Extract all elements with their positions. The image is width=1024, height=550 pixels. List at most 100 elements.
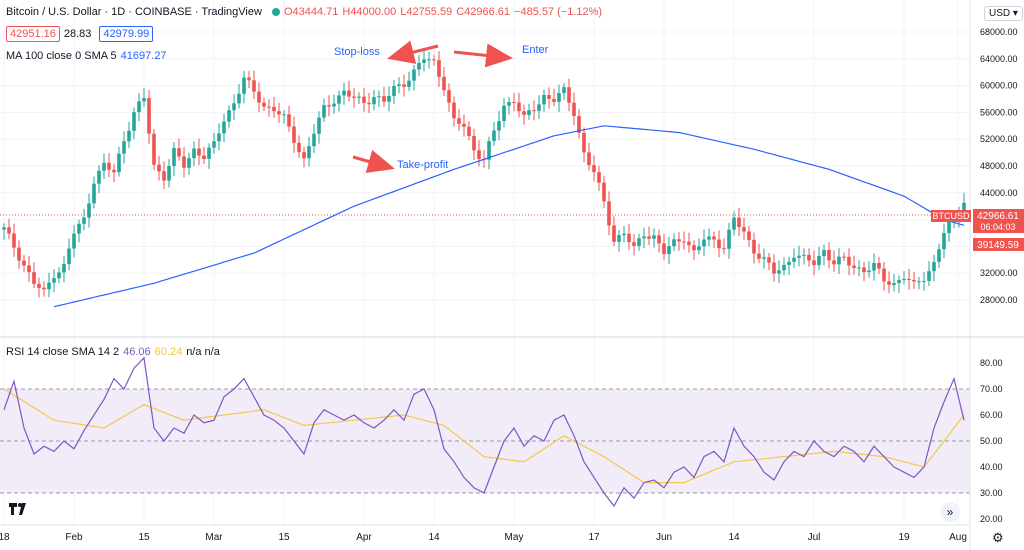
price-tick-label: 44000.00 (980, 188, 1018, 198)
time-tick-label: 18 (0, 532, 10, 543)
candle-body (617, 235, 621, 242)
candle-body (22, 260, 26, 266)
candle-body (637, 238, 641, 246)
candle-body (922, 280, 926, 282)
currency-select[interactable]: USD ▾ (984, 6, 1023, 21)
candle-body (47, 282, 51, 290)
candle-body (27, 265, 31, 273)
candle-body (382, 96, 386, 102)
legend-row-2: 42951.16 28.83 42979.99 (6, 26, 157, 42)
candle-body (312, 133, 316, 147)
candle-body (942, 233, 946, 250)
candle-body (762, 257, 766, 259)
candle-body (217, 133, 221, 142)
time-tick-label: 19 (898, 532, 910, 543)
symbol-title[interactable]: Bitcoin / U.S. Dollar · 1D · COINBASE · … (6, 6, 262, 18)
bid-box[interactable]: 42951.16 (6, 26, 60, 42)
candle-body (207, 147, 211, 159)
time-tick-label: Jun (656, 532, 672, 543)
candle-body (677, 239, 681, 242)
candle-body (622, 233, 626, 236)
candle-body (747, 231, 751, 240)
take-profit-arrow (352, 149, 395, 174)
candle-body (242, 77, 246, 94)
candle-body (372, 97, 376, 105)
candle-body (872, 262, 876, 271)
candle-body (912, 280, 916, 282)
ohlc-change: −485.57 (−1.12%) (514, 6, 603, 18)
price-tag-value: 42966.61 (977, 211, 1019, 222)
candle-body (752, 239, 756, 254)
candle-body (947, 221, 951, 234)
candle-body (467, 126, 471, 136)
time-tick-label: 15 (278, 532, 290, 543)
candle-body (697, 246, 701, 251)
candle-body (802, 254, 806, 256)
candle-body (2, 227, 6, 230)
candle-body (137, 101, 141, 113)
candle-body (122, 141, 126, 154)
candle-body (72, 233, 76, 249)
candle-body (417, 62, 421, 70)
candle-body (722, 248, 726, 250)
rsi-value: 46.06 (123, 346, 151, 358)
candle-body (552, 98, 556, 102)
scroll-right-icon[interactable]: » (940, 502, 960, 522)
time-tick-label: Feb (65, 532, 83, 543)
rsi-sma-value: 60.24 (154, 346, 183, 358)
candle-body (127, 130, 131, 142)
candle-body (447, 90, 451, 103)
tradingview-logo-icon[interactable] (8, 502, 30, 520)
candle-body (62, 263, 66, 273)
price-tick-label: 56000.00 (980, 107, 1018, 117)
candle-body (592, 165, 596, 173)
time-tick-label: Jul (808, 532, 821, 543)
symbol-tag-text: BTCUSD (932, 211, 970, 221)
candle-body (442, 76, 446, 91)
candle-body (642, 236, 646, 239)
candle-body (882, 268, 886, 282)
candle-body (517, 102, 521, 112)
stop-loss-label: Stop-loss (334, 46, 380, 58)
candle-body (357, 96, 361, 98)
candle-body (192, 148, 196, 159)
candle-body (917, 281, 921, 283)
candle-body (17, 247, 21, 261)
candle-body (742, 227, 746, 232)
candle-body (812, 260, 816, 266)
ma-label[interactable]: MA 100 close 0 SMA 5 (6, 50, 117, 62)
candle-body (422, 59, 426, 63)
ohlc-close: C42966.61 (456, 6, 511, 18)
candle-body (492, 130, 496, 142)
price-tick-label: 48000.00 (980, 161, 1018, 171)
candle-body (847, 256, 851, 266)
candle-body (347, 90, 351, 97)
time-tick-label: 15 (138, 532, 150, 543)
candle-body (512, 101, 516, 103)
candle-body (797, 255, 801, 258)
candle-body (362, 96, 366, 103)
candle-body (427, 59, 431, 61)
candle-body (162, 171, 166, 181)
ma-tag (973, 238, 1024, 251)
price-tick-label: 64000.00 (980, 54, 1018, 64)
ask-box[interactable]: 42979.99 (99, 26, 154, 42)
candle-body (502, 105, 506, 122)
candle-body (212, 141, 216, 148)
price-tick-label: 68000.00 (980, 27, 1018, 37)
gear-icon[interactable]: ⚙ (992, 530, 1004, 545)
candle-body (117, 153, 121, 173)
candle-body (332, 103, 336, 107)
candle-body (667, 246, 671, 255)
candle-body (407, 80, 411, 87)
candle-body (317, 117, 321, 134)
candle-body (732, 217, 736, 230)
candle-body (297, 142, 301, 153)
candle-body (827, 249, 831, 261)
chevron-down-icon: ▾ (1012, 8, 1018, 19)
candle-body (287, 114, 291, 127)
rsi-label[interactable]: RSI 14 close SMA 14 2 (6, 346, 120, 358)
ma-tag-value: 39149.59 (977, 240, 1019, 251)
candle-body (237, 93, 241, 104)
